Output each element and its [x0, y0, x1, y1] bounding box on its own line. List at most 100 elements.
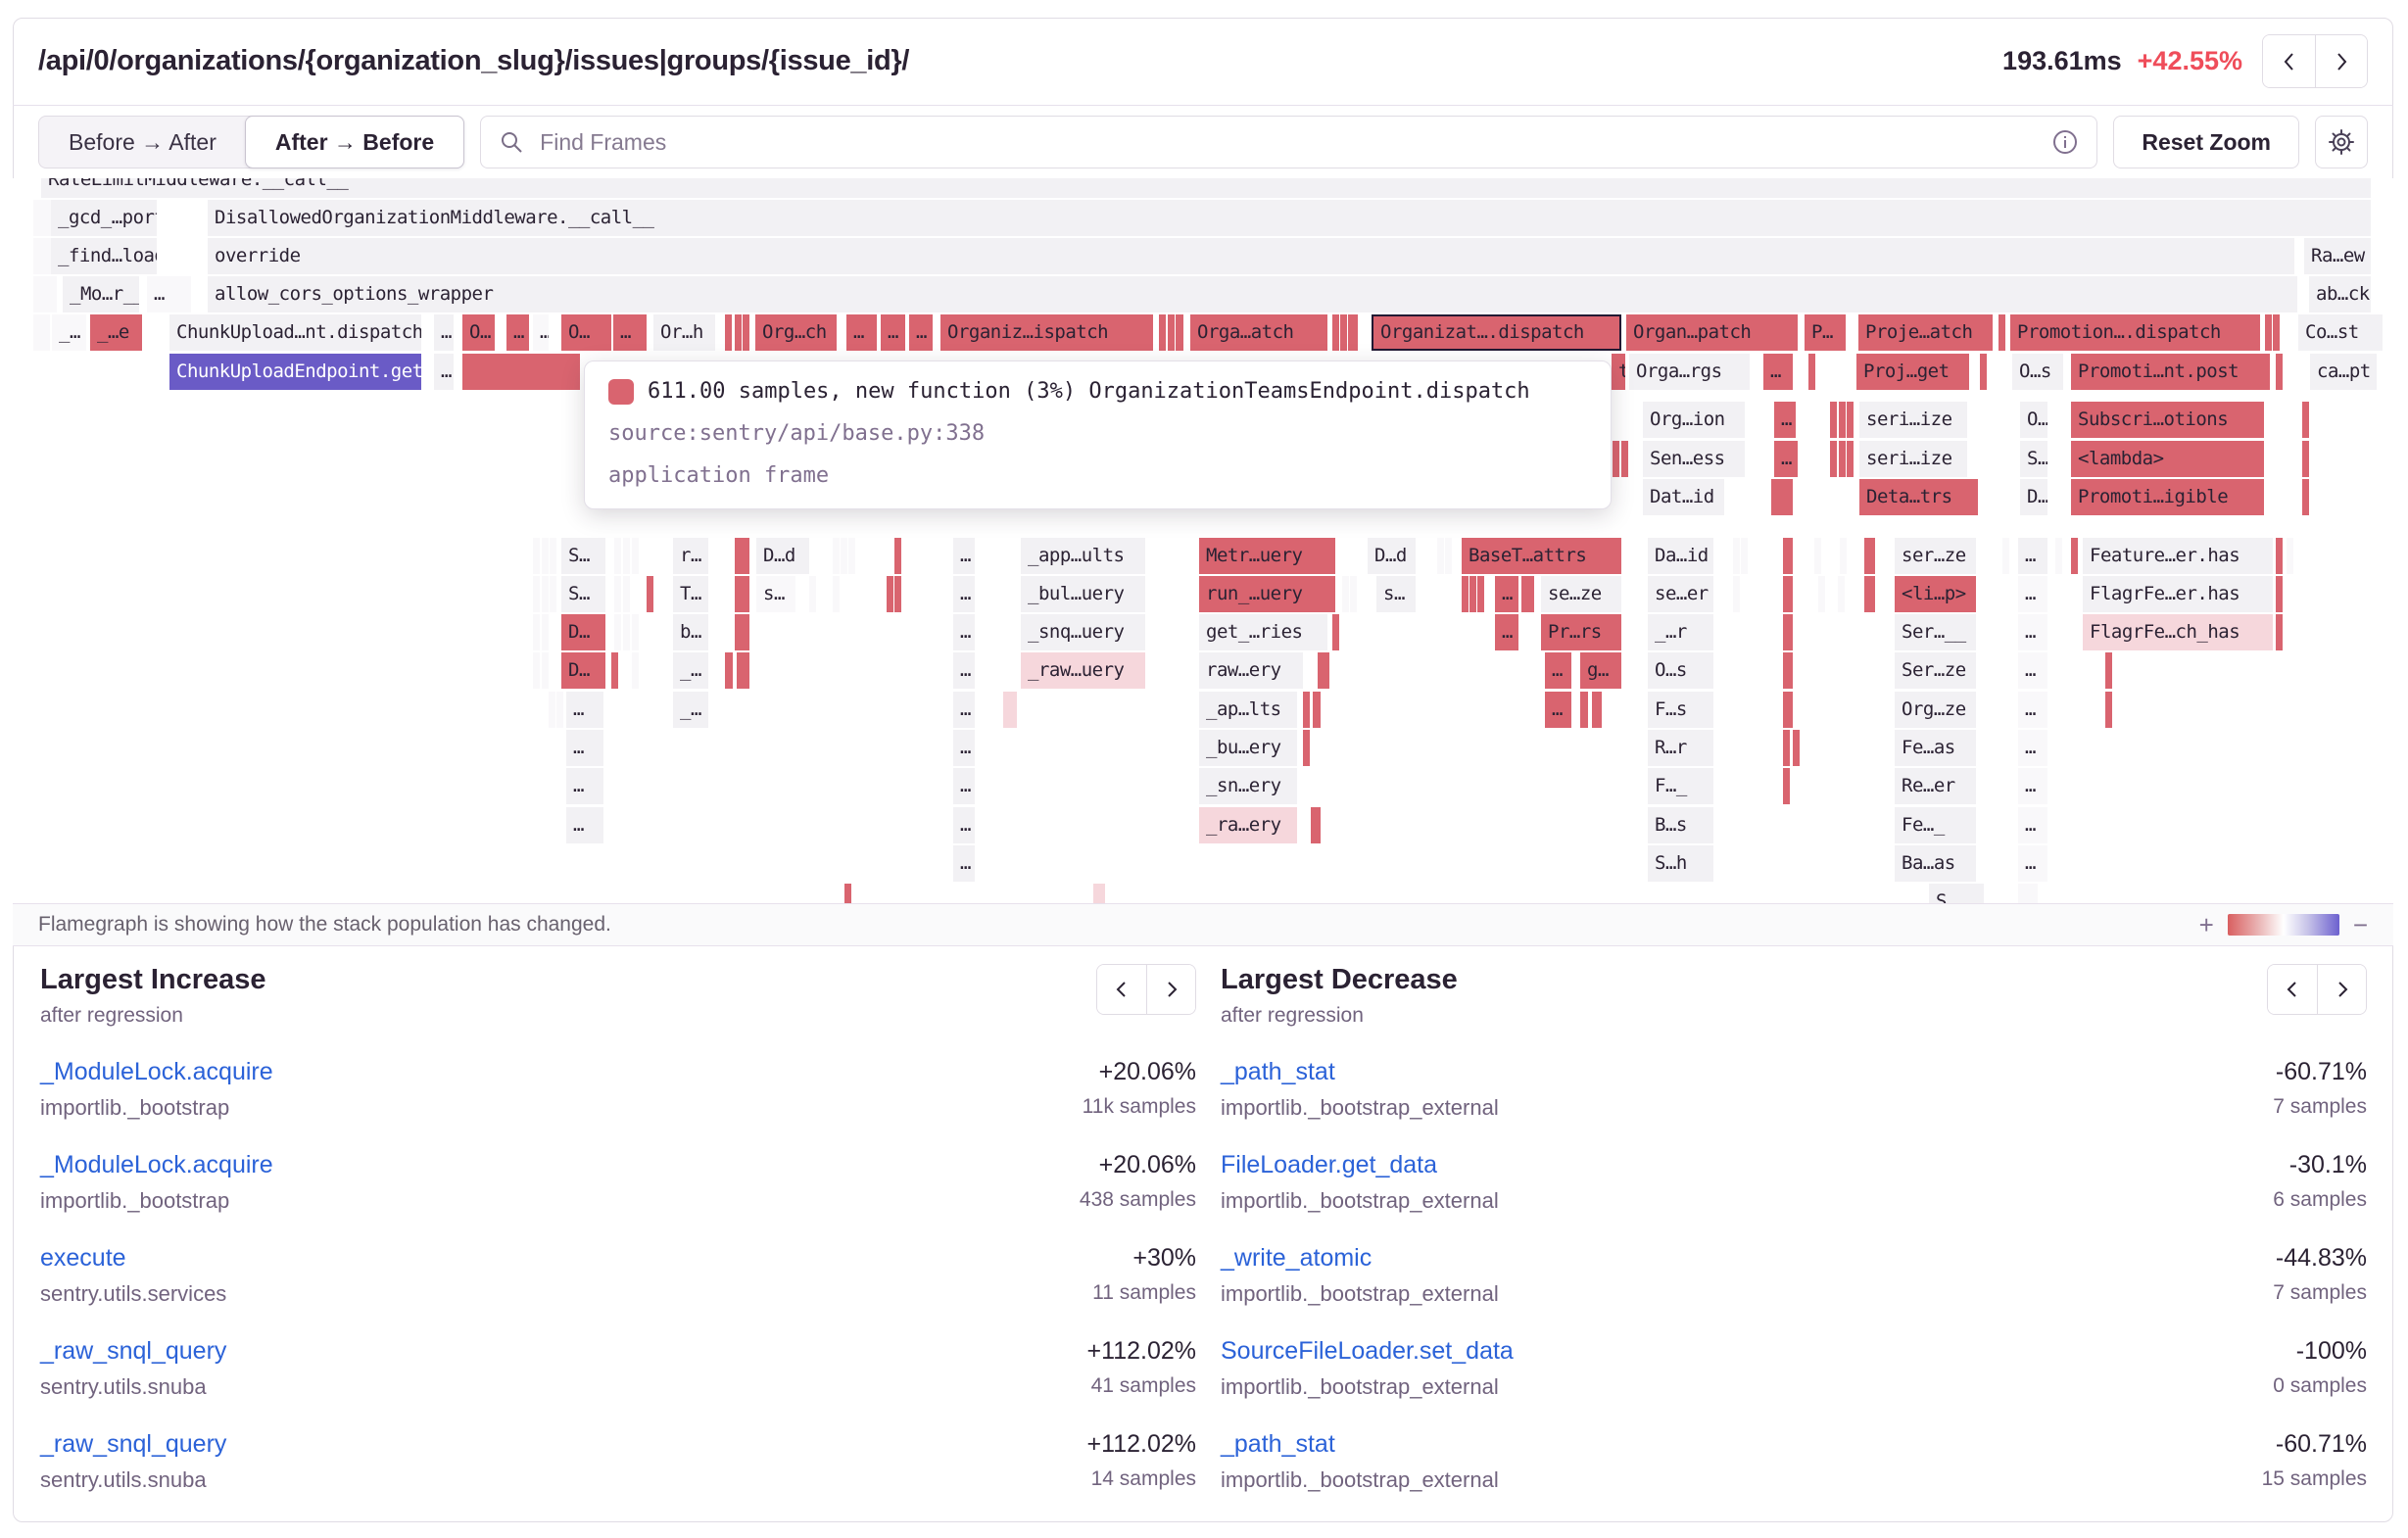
flame-frame[interactable]: Proje…atch [1858, 314, 1993, 351]
flame-frame[interactable] [533, 538, 540, 574]
flame-frame[interactable] [43, 314, 50, 351]
decrease-prev-button[interactable] [2268, 965, 2317, 1014]
flame-frame[interactable]: O… [2020, 402, 2047, 438]
flame-frame[interactable] [614, 614, 621, 650]
flame-frame[interactable] [1741, 538, 1748, 574]
flame-frame[interactable]: ser…ze [1895, 538, 1976, 574]
flame-frame[interactable] [743, 314, 749, 351]
flame-frame[interactable]: … [1545, 692, 1571, 728]
flame-frame[interactable] [735, 576, 749, 612]
flame-frame[interactable]: _bul…uery [1021, 576, 1145, 612]
toggle-before-after[interactable]: Before → After [69, 128, 217, 155]
flame-frame[interactable]: Orga…atch [1190, 314, 1327, 351]
flame-frame[interactable] [1847, 441, 1854, 477]
flame-frame[interactable]: Promotion….dispatch [2010, 314, 2260, 351]
flame-frame[interactable] [1159, 314, 1166, 351]
settings-button[interactable] [2315, 116, 2368, 168]
flame-frame[interactable] [1342, 576, 1349, 612]
flame-frame[interactable] [2302, 402, 2309, 438]
function-link[interactable]: FileLoader.get_data [1221, 1151, 1438, 1178]
flame-frame[interactable] [1839, 402, 1846, 438]
flame-frame[interactable]: seri…ize [1859, 402, 1967, 438]
flame-frame[interactable] [2302, 479, 2309, 515]
flame-frame[interactable]: allow_cors_options_wrapper [208, 276, 2297, 312]
search-input[interactable] [538, 127, 2039, 157]
flame-frame[interactable]: Da…id [1648, 538, 1713, 574]
flame-frame[interactable]: Feature…er.has [2083, 538, 2273, 574]
flame-frame[interactable]: F…s [1648, 692, 1713, 728]
flame-frame[interactable] [33, 200, 40, 236]
flame-frame[interactable] [1793, 730, 1800, 766]
flame-frame[interactable]: R…r [1648, 730, 1713, 766]
prev-regression-button[interactable] [2263, 35, 2315, 87]
flame-frame[interactable] [533, 614, 540, 650]
flame-frame[interactable] [2055, 538, 2062, 574]
flame-frame[interactable]: BaseT…attrs [1462, 538, 1621, 574]
flame-frame[interactable] [887, 576, 893, 612]
flame-frame[interactable] [556, 692, 563, 728]
flame-frame[interactable]: … [1774, 402, 1796, 438]
flame-frame[interactable] [623, 576, 630, 612]
flame-frame[interactable]: b… [673, 614, 708, 650]
flame-frame[interactable] [632, 614, 639, 650]
flame-frame[interactable]: Or…h [653, 314, 715, 351]
function-link[interactable]: _path_stat [1221, 1058, 1335, 1085]
flame-frame[interactable]: ChunkUploadEndpoint.get [169, 354, 421, 390]
flame-frame[interactable] [1783, 768, 1790, 804]
flame-frame[interactable]: … [953, 730, 975, 766]
flame-frame[interactable] [833, 538, 840, 574]
flame-frame[interactable] [33, 276, 40, 312]
flame-frame[interactable] [632, 538, 639, 574]
flame-frame[interactable] [614, 538, 621, 574]
flame-frame[interactable]: B…s [1648, 807, 1713, 843]
flame-frame[interactable] [614, 576, 621, 612]
flame-frame[interactable]: _gcd_…port [51, 200, 157, 236]
flame-frame[interactable] [2276, 354, 2283, 390]
flame-frame[interactable] [1445, 538, 1452, 574]
flame-frame[interactable] [623, 614, 630, 650]
flame-frame[interactable]: se…er [1648, 576, 1713, 612]
flame-frame[interactable] [1840, 538, 1847, 574]
flame-frame[interactable]: <li…p> [1895, 576, 1976, 612]
flame-frame[interactable] [45, 200, 52, 236]
flame-frame[interactable]: _… [673, 692, 708, 728]
flame-frame[interactable] [462, 354, 580, 390]
flame-frame[interactable] [1469, 576, 1476, 612]
flame-frame[interactable] [1521, 576, 1534, 612]
flame-frame[interactable]: … [1495, 614, 1518, 650]
flame-frame[interactable] [1332, 314, 1339, 351]
flame-frame[interactable]: get_…ries [1199, 614, 1327, 650]
flame-frame[interactable]: _… [673, 652, 708, 689]
flame-frame[interactable] [611, 652, 618, 689]
flame-frame[interactable] [542, 652, 549, 689]
flame-frame[interactable]: … [2018, 768, 2047, 804]
flame-frame[interactable] [894, 538, 901, 574]
flame-frame[interactable]: DisallowedOrganizationMiddleware.__call_… [208, 200, 2371, 236]
flame-frame[interactable] [894, 576, 901, 612]
flame-frame[interactable]: _… [52, 314, 86, 351]
flame-frame[interactable]: D… [561, 614, 605, 650]
next-regression-button[interactable] [2315, 35, 2367, 87]
flame-frame[interactable]: _raw…uery [1021, 652, 1145, 689]
reset-zoom-button[interactable]: Reset Zoom [2113, 116, 2299, 168]
flame-frame[interactable] [1783, 652, 1793, 689]
flame-frame[interactable] [45, 276, 52, 312]
flame-frame[interactable]: … [566, 730, 603, 766]
flame-frame[interactable] [1783, 576, 1793, 612]
flame-frame[interactable] [647, 576, 653, 612]
flame-frame[interactable]: r… [673, 538, 708, 574]
flame-frame[interactable] [2105, 652, 2112, 689]
flame-frame[interactable]: F…_ [1648, 768, 1713, 804]
decrease-next-button[interactable] [2317, 965, 2366, 1014]
flame-frame[interactable]: _find…load [51, 238, 157, 274]
flame-frame[interactable] [2302, 441, 2309, 477]
flame-frame[interactable] [737, 652, 749, 689]
flame-frame[interactable]: _ap…lts [1199, 692, 1297, 728]
flame-frame[interactable]: ca…pt [2310, 354, 2377, 390]
flame-frame[interactable]: … [2018, 652, 2047, 689]
flame-frame[interactable]: FlagrFe…ch_has [2083, 614, 2273, 650]
flame-frame[interactable] [1613, 441, 1619, 477]
flame-frame[interactable] [1477, 576, 1484, 612]
flame-frame[interactable] [2276, 576, 2283, 612]
flame-frame[interactable] [1839, 441, 1846, 477]
